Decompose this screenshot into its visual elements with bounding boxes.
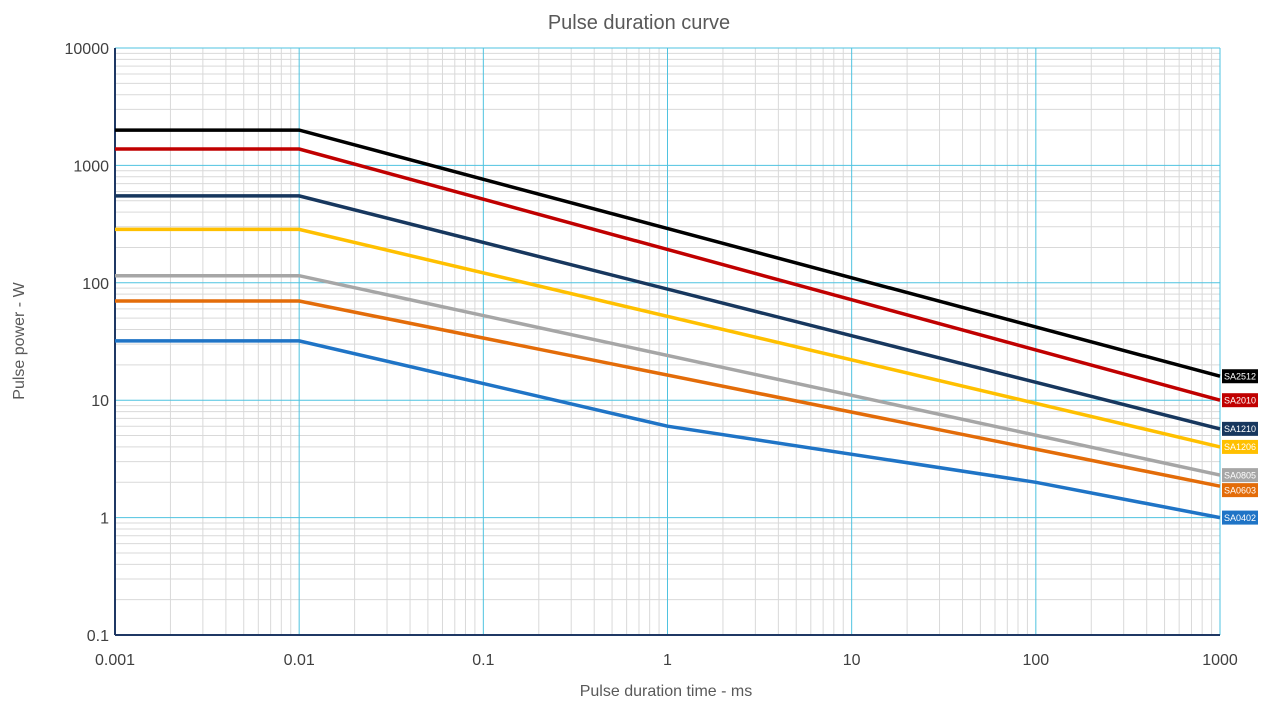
series-tag-sa1210: SA1210 bbox=[1222, 421, 1258, 436]
series-tag-box bbox=[1222, 393, 1258, 408]
series-tag-sa0402: SA0402 bbox=[1222, 510, 1258, 525]
series-tag-sa2512: SA2512 bbox=[1222, 369, 1258, 384]
series-tag-sa0805: SA0805 bbox=[1222, 468, 1258, 483]
series-tag-label: SA1206 bbox=[1224, 442, 1256, 452]
series-tag-label: SA2010 bbox=[1224, 395, 1256, 405]
x-tick-label: 0.01 bbox=[284, 652, 315, 669]
series-tag-box bbox=[1222, 369, 1258, 384]
series-tag-label: SA0603 bbox=[1224, 485, 1256, 495]
series-tag-box bbox=[1222, 421, 1258, 436]
x-tick-label: 1 bbox=[663, 652, 672, 669]
series-line-sa0805 bbox=[115, 273, 1221, 477]
series-group bbox=[115, 128, 1221, 520]
series-tag-box bbox=[1222, 510, 1258, 525]
x-axis-label: Pulse duration time - ms bbox=[580, 683, 753, 700]
y-axis-label: Pulse power - W bbox=[11, 281, 28, 399]
x-tick-label: 0.001 bbox=[95, 652, 135, 669]
series-tag-box bbox=[1222, 483, 1258, 498]
series-line-sa0603 bbox=[115, 299, 1221, 488]
series-line-sa1210 bbox=[115, 194, 1221, 431]
y-tick-label: 10000 bbox=[65, 41, 110, 58]
series-line-sa0402 bbox=[115, 339, 1221, 520]
y-tick-label: 10 bbox=[91, 393, 109, 410]
x-tick-label: 100 bbox=[1022, 652, 1049, 669]
tick-labels: 0.001 0.01 0.1 1 10 100 1000 0.1 1 10 100 1000 10000 bbox=[65, 41, 1238, 669]
y-tick-label: 100 bbox=[82, 276, 109, 293]
series-tag-box bbox=[1222, 468, 1258, 483]
series-tag-sa1206: SA1206 bbox=[1222, 439, 1258, 454]
chart-title: Pulse duration curve bbox=[548, 12, 730, 34]
series-line-sa2010 bbox=[115, 147, 1221, 402]
series-tag-box bbox=[1222, 439, 1258, 454]
y-tick-label: 1 bbox=[100, 511, 109, 528]
series-tag-label: SA0805 bbox=[1224, 470, 1256, 480]
series-tag-sa2010: SA2010 bbox=[1222, 393, 1258, 408]
y-tick-label: 0.1 bbox=[87, 628, 109, 645]
series-tags: SA2512 SA2010 SA1210 SA1206 SA0805 SA0603 SA04… bbox=[1222, 369, 1258, 525]
x-tick-label: 10 bbox=[843, 652, 861, 669]
x-tick-label: 1000 bbox=[1202, 652, 1238, 669]
series-tag-label: SA2512 bbox=[1224, 371, 1256, 381]
series-tag-sa0603: SA0603 bbox=[1222, 483, 1258, 498]
series-tag-label: SA1210 bbox=[1224, 424, 1256, 434]
x-tick-label: 0.1 bbox=[472, 652, 494, 669]
series-tag-label: SA0402 bbox=[1224, 513, 1256, 523]
y-tick-label: 1000 bbox=[73, 158, 109, 175]
series-line-sa2512 bbox=[115, 128, 1221, 378]
series-line-sa1206 bbox=[115, 227, 1221, 449]
